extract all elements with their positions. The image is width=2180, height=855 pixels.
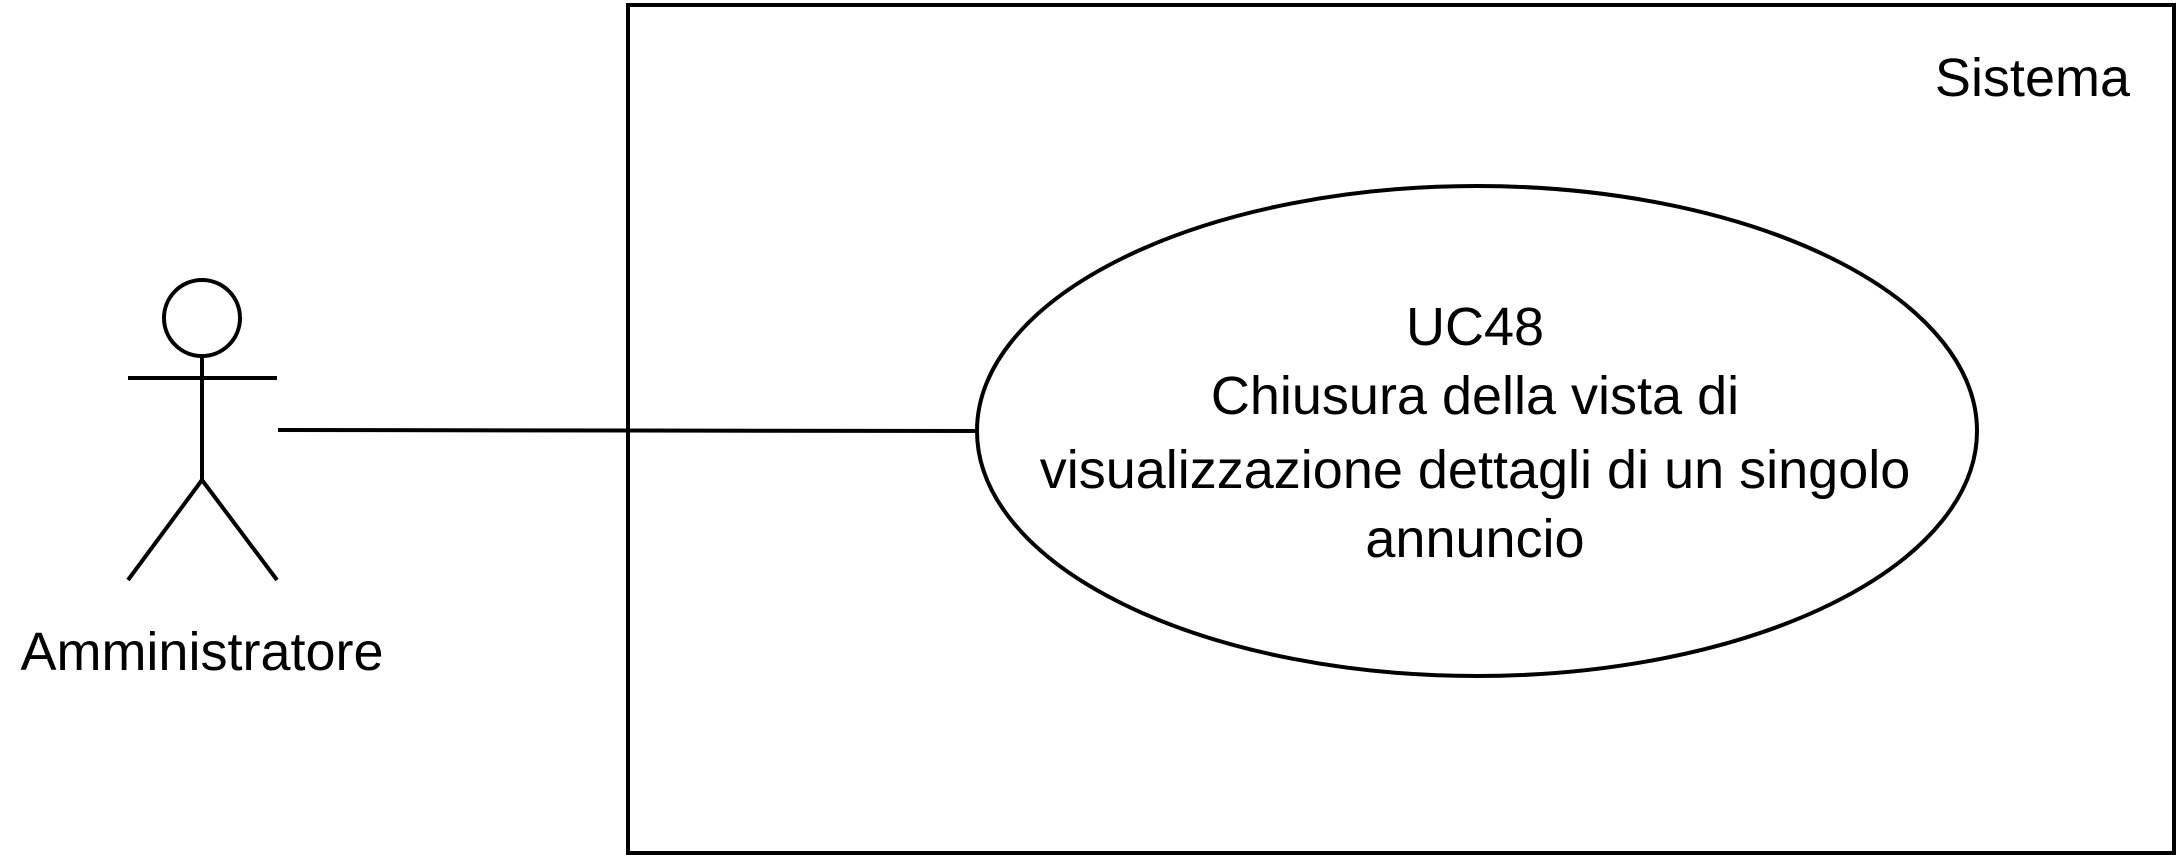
system-label: Sistema [1935,48,2131,108]
use-case-title-line-2: visualizzazione dettagli di un singolo [1040,440,1911,500]
use-case-label: UC48 Chiusura della vista di visualizzaz… [1040,297,1911,569]
use-case-title-line-3: annuncio [1365,509,1584,569]
use-case-ellipse [975,184,1979,678]
actor-head [162,278,242,358]
actor-left-leg [126,478,204,582]
actor-right-leg [200,478,279,582]
association-line [277,428,978,433]
use-case-id: UC48 [1406,297,1544,357]
actor-label: Amministratore [20,622,383,682]
use-case-title-line-1: Chiusura della vista di [1211,366,1739,426]
actor-figure [126,278,279,582]
